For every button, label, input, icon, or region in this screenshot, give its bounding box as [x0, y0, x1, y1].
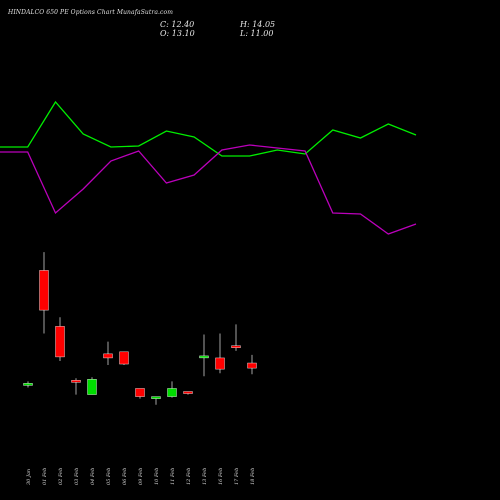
- candle: [247, 354, 257, 375]
- candle: [199, 334, 209, 377]
- candle-body: [247, 362, 257, 369]
- high-value: H: 14.05: [240, 20, 276, 29]
- x-tick-label: 06 Feb: [122, 468, 128, 485]
- overlay-line-green: [0, 100, 417, 157]
- x-tick-label: 30 Jan: [26, 469, 32, 485]
- candle: [151, 396, 161, 405]
- candle-body: [103, 353, 113, 359]
- candle: [103, 341, 113, 366]
- candle: [87, 377, 97, 395]
- candle: [167, 381, 177, 398]
- chart-title: HINDALCO 650 PE Options Chart MunafaSutr…: [8, 9, 173, 16]
- close-value: C: 12.40: [160, 20, 195, 29]
- candle: [55, 317, 65, 361]
- candle-body: [87, 379, 97, 395]
- candle-body: [151, 396, 161, 399]
- x-tick-label: 16 Feb: [218, 468, 224, 485]
- candle: [215, 333, 225, 374]
- x-tick-label: 10 Feb: [154, 468, 160, 485]
- candle-body: [167, 388, 177, 397]
- candle-body: [231, 345, 241, 348]
- candle-body: [135, 388, 145, 397]
- open-value: O: 13.10: [160, 29, 195, 38]
- candle-body: [183, 391, 193, 394]
- candle: [183, 391, 193, 395]
- candle-body: [39, 270, 49, 311]
- x-tick-label: 17 Feb: [234, 468, 240, 485]
- x-tick-label: 13 Feb: [202, 468, 208, 485]
- candle-body: [215, 357, 225, 370]
- low-value: L: 11.00: [240, 29, 274, 38]
- candle: [119, 351, 129, 366]
- candle: [39, 252, 49, 334]
- candle: [23, 381, 33, 388]
- candle-body: [119, 351, 129, 365]
- candle-body: [55, 326, 65, 358]
- x-tick-label: 03 Feb: [74, 468, 80, 485]
- candle-body: [23, 383, 33, 386]
- x-tick-label: 04 Feb: [90, 468, 96, 485]
- x-tick-label: 05 Feb: [106, 468, 112, 485]
- x-tick-label: 02 Feb: [58, 468, 64, 485]
- x-tick-label: 11 Feb: [170, 468, 176, 485]
- candle-body: [199, 355, 209, 359]
- x-tick-label: 01 Feb: [42, 468, 48, 485]
- candle: [231, 324, 241, 351]
- candle-body: [71, 380, 81, 383]
- overlay-line-magenta: [0, 144, 417, 235]
- x-tick-label: 09 Feb: [138, 468, 144, 485]
- x-tick-label: 18 Feb: [250, 468, 256, 485]
- x-tick-label: 12 Feb: [186, 468, 192, 485]
- candle: [135, 388, 145, 399]
- candle: [71, 378, 81, 395]
